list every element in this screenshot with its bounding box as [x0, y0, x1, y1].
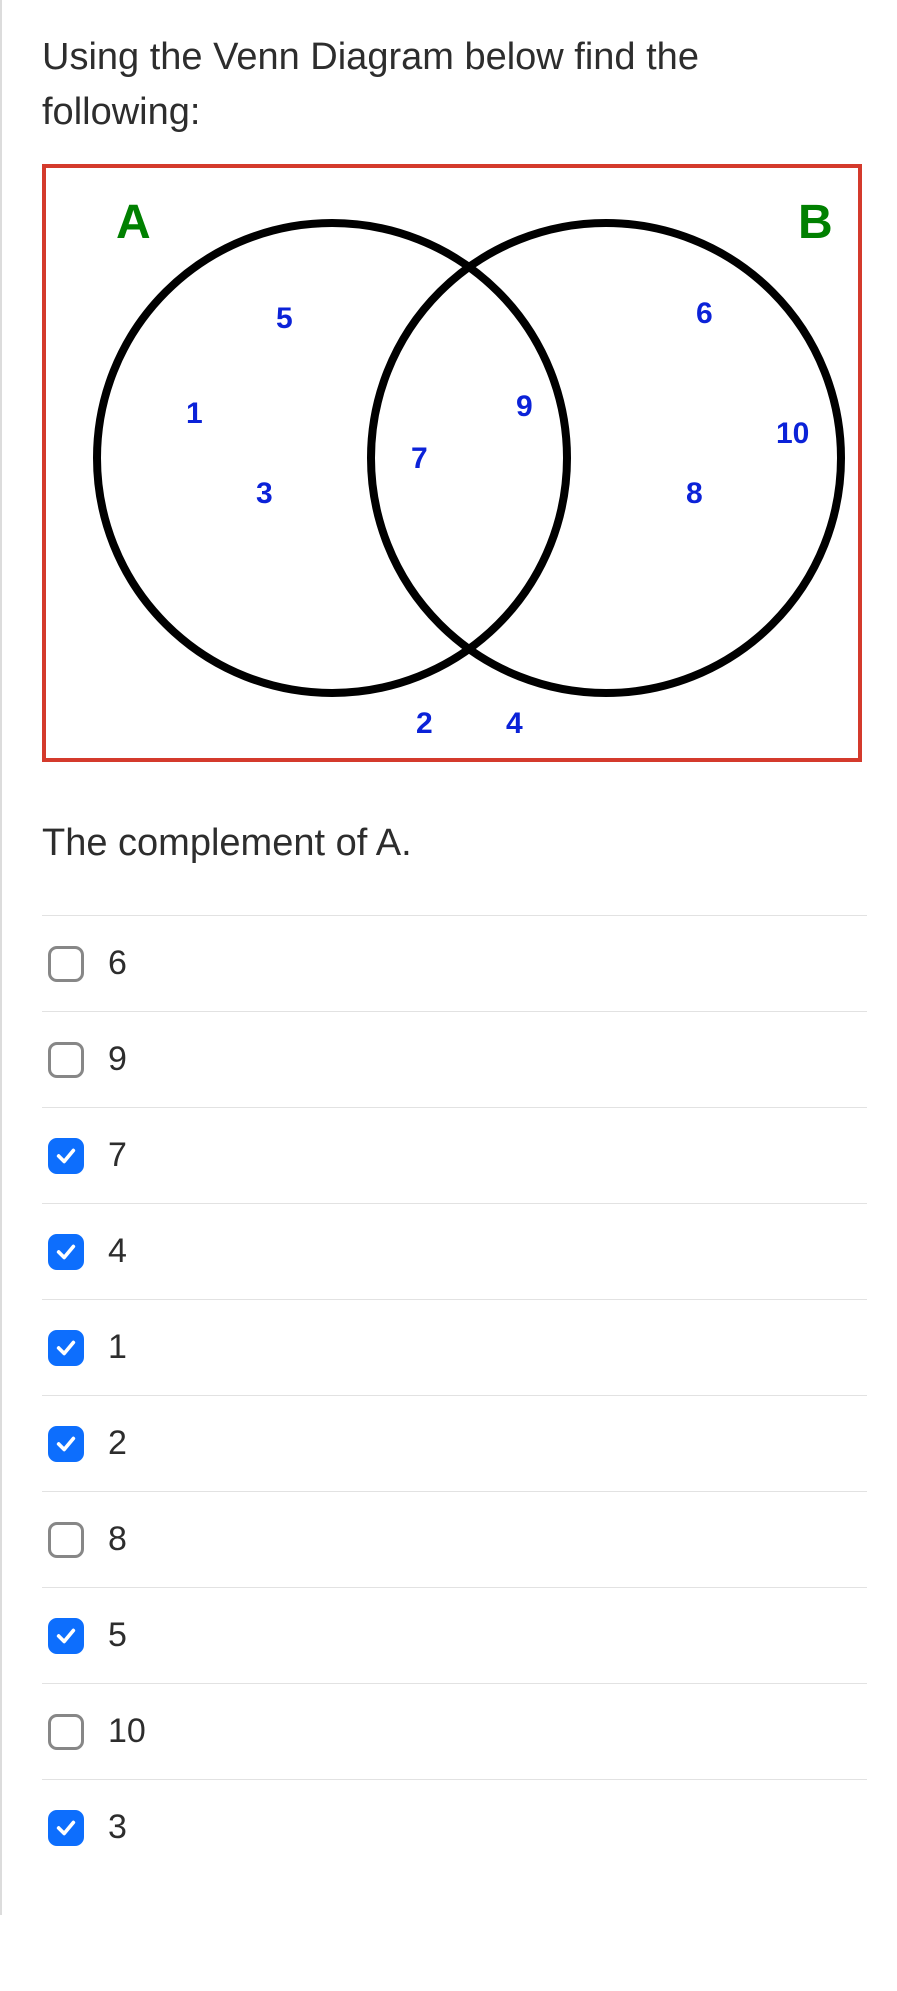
option-label: 6: [108, 944, 127, 983]
venn-diagram: A B 5 1 3 9 7 6 10 8 2 4: [42, 164, 862, 762]
checkbox[interactable]: [48, 1138, 84, 1174]
option-row[interactable]: 7: [42, 1108, 867, 1204]
question-prompt: Using the Venn Diagram below find the fo…: [42, 30, 867, 140]
option-row[interactable]: 10: [42, 1684, 867, 1780]
svg-text:1: 1: [186, 397, 203, 430]
option-row[interactable]: 4: [42, 1204, 867, 1300]
option-label: 5: [108, 1616, 127, 1655]
svg-text:9: 9: [516, 390, 533, 423]
option-row[interactable]: 9: [42, 1012, 867, 1108]
checkbox[interactable]: [48, 1426, 84, 1462]
checkbox[interactable]: [48, 1618, 84, 1654]
checkbox[interactable]: [48, 1522, 84, 1558]
svg-text:B: B: [798, 196, 833, 249]
option-row[interactable]: 6: [42, 916, 867, 1012]
svg-text:3: 3: [256, 477, 273, 510]
option-row[interactable]: 8: [42, 1492, 867, 1588]
checkbox[interactable]: [48, 946, 84, 982]
option-row[interactable]: 1: [42, 1300, 867, 1396]
option-row[interactable]: 5: [42, 1588, 867, 1684]
option-label: 3: [108, 1808, 127, 1847]
question-page: Using the Venn Diagram below find the fo…: [2, 0, 897, 1915]
checkbox[interactable]: [48, 1042, 84, 1078]
svg-text:7: 7: [411, 442, 428, 475]
sub-question: The complement of A.: [42, 822, 867, 865]
option-label: 1: [108, 1328, 127, 1367]
svg-text:6: 6: [696, 297, 713, 330]
checkbox[interactable]: [48, 1330, 84, 1366]
option-label: 2: [108, 1424, 127, 1463]
svg-text:4: 4: [506, 707, 523, 740]
option-row[interactable]: 2: [42, 1396, 867, 1492]
svg-text:5: 5: [276, 302, 293, 335]
answer-options: 6 9 7 4 1 2 8 5 10 3: [42, 915, 867, 1875]
option-label: 4: [108, 1232, 127, 1271]
svg-text:2: 2: [416, 707, 433, 740]
prompt-line-1: Using the Venn Diagram below find the: [42, 36, 699, 78]
option-label: 10: [108, 1712, 146, 1751]
checkbox[interactable]: [48, 1714, 84, 1750]
checkbox[interactable]: [48, 1234, 84, 1270]
prompt-line-2: following:: [42, 91, 200, 133]
option-label: 7: [108, 1136, 127, 1175]
svg-text:8: 8: [686, 477, 703, 510]
svg-text:10: 10: [776, 417, 809, 450]
checkbox[interactable]: [48, 1810, 84, 1846]
option-label: 9: [108, 1040, 127, 1079]
option-label: 8: [108, 1520, 127, 1559]
svg-text:A: A: [116, 196, 151, 249]
venn-svg: A B 5 1 3 9 7 6 10 8 2 4: [46, 168, 858, 758]
option-row[interactable]: 3: [42, 1780, 867, 1875]
